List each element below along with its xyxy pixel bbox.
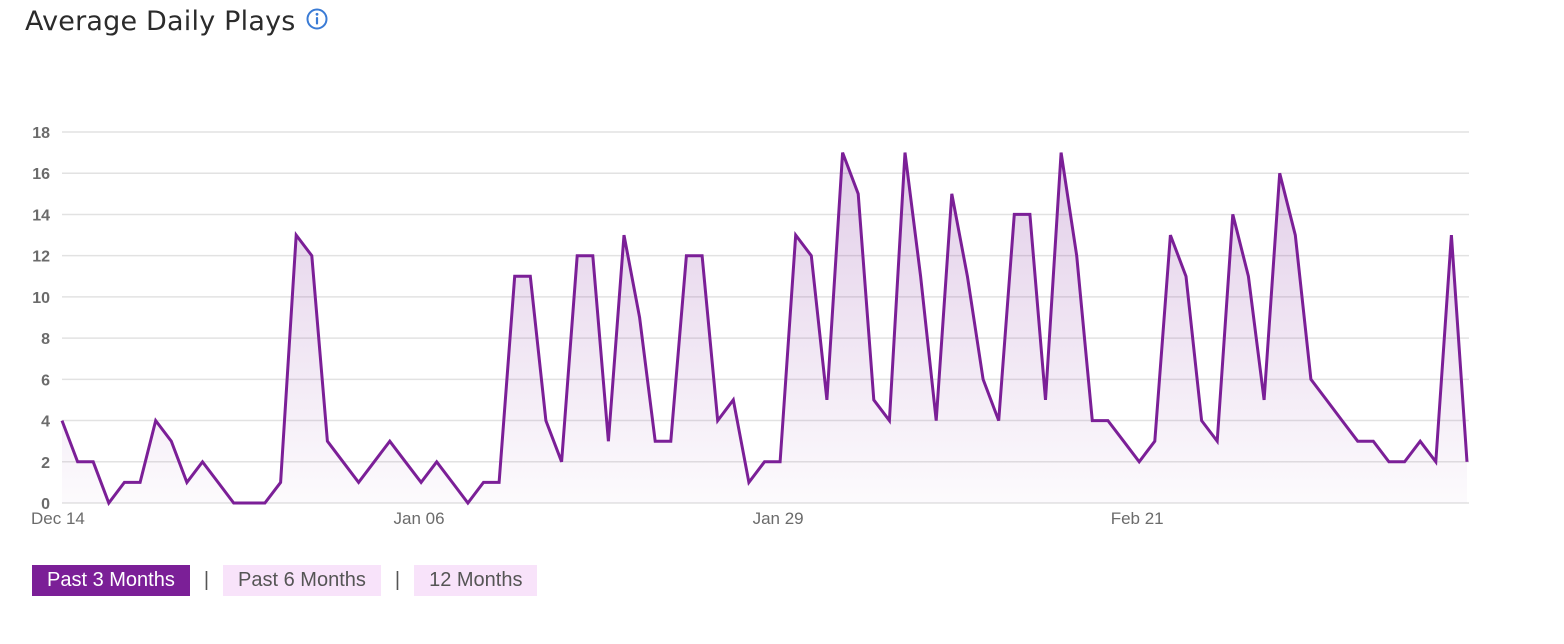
x-tick-label: Dec 14 xyxy=(31,509,85,528)
series-area xyxy=(62,152,1467,503)
time-range-selector: Past 3 Months | Past 6 Months | 12 Month… xyxy=(32,565,538,596)
y-tick-label: 18 xyxy=(32,125,50,142)
x-tick-label: Jan 06 xyxy=(394,509,445,528)
range-separator: | xyxy=(203,569,210,591)
y-tick-label: 4 xyxy=(41,414,50,431)
y-axis-ticks: 0 2 4 6 8 10 12 14 16 18 xyxy=(32,125,50,513)
y-tick-label: 12 xyxy=(32,249,50,266)
series-line xyxy=(60,152,1469,507)
range-past-3-months-button[interactable]: Past 3 Months xyxy=(32,565,190,596)
y-tick-label: 16 xyxy=(32,166,50,183)
y-tick-label: 14 xyxy=(32,207,50,224)
x-tick-label: Feb 21 xyxy=(1111,509,1164,528)
chart-title: Average Daily Plays xyxy=(25,6,296,37)
chart-header: Average Daily Plays xyxy=(25,6,329,37)
y-tick-label: 6 xyxy=(41,372,50,389)
range-past-6-months-button[interactable]: Past 6 Months xyxy=(223,565,381,596)
x-axis-ticks: Dec 14 Jan 06 Jan 29 Feb 21 xyxy=(31,509,1164,528)
y-tick-label: 0 xyxy=(41,496,50,513)
line-chart: 0 2 4 6 8 10 12 14 16 18 Dec 14 Jan 06 Jan 29 Feb 21 xyxy=(31,125,1469,528)
x-tick-label: Jan 29 xyxy=(753,509,804,528)
y-tick-label: 10 xyxy=(32,290,50,307)
info-circle-icon[interactable] xyxy=(305,7,329,31)
y-tick-label: 2 xyxy=(41,455,50,472)
y-tick-label: 8 xyxy=(41,331,50,348)
range-separator: | xyxy=(394,569,401,591)
range-12-months-button[interactable]: 12 Months xyxy=(414,565,538,596)
